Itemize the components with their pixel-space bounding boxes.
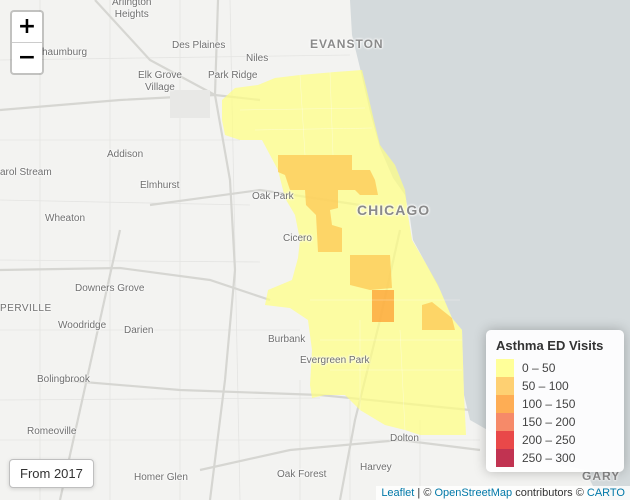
zoom-in-button[interactable]: + — [12, 12, 42, 43]
legend-row: 0 – 50 — [496, 359, 614, 377]
openstreetmap-link[interactable]: OpenStreetMap — [434, 487, 513, 499]
legend-label: 150 – 200 — [522, 415, 576, 429]
legend-swatch — [496, 413, 514, 431]
legend-label: 50 – 100 — [522, 379, 569, 393]
region-100-150 — [372, 290, 394, 322]
legend-label: 250 – 300 — [522, 451, 576, 465]
attribution-separator: | © — [414, 487, 435, 499]
time-period-label: From 2017 — [9, 459, 94, 488]
legend-label: 0 – 50 — [522, 361, 556, 375]
legend-swatch — [496, 377, 514, 395]
legend-swatch — [496, 431, 514, 449]
legend-rows: 0 – 50 50 – 100 100 – 150 150 – 200 200 – 25… — [496, 359, 614, 467]
legend-swatch — [496, 395, 514, 413]
west-side-region-50-100 — [278, 155, 378, 252]
attribution: Leaflet | © OpenStreetMap contributors ©… — [376, 486, 630, 500]
legend-title: Asthma ED Visits — [496, 338, 604, 353]
legend-swatch — [496, 449, 514, 467]
legend-label: 200 – 250 — [522, 433, 576, 447]
south-shore-region-50-100 — [422, 302, 455, 330]
zoom-control: + − — [10, 10, 44, 75]
zip-boundaries — [239, 71, 462, 431]
carto-link[interactable]: CARTO — [586, 487, 625, 499]
attribution-contributors: contributors © — [512, 487, 587, 499]
legend-row: 100 – 150 — [496, 395, 614, 413]
airport — [170, 90, 210, 118]
legend-row: 150 – 200 — [496, 413, 614, 431]
legend: Asthma ED Visits 0 – 50 50 – 100 100 – 150… — [486, 330, 624, 472]
leaflet-link[interactable]: Leaflet — [381, 487, 415, 499]
legend-row: 250 – 300 — [496, 449, 614, 467]
legend-swatch — [496, 359, 514, 377]
legend-row: 200 – 250 — [496, 431, 614, 449]
zoom-out-button[interactable]: − — [17, 45, 37, 70]
legend-row: 50 – 100 — [496, 377, 614, 395]
south-side-region-50-100 — [350, 255, 392, 290]
legend-label: 100 – 150 — [522, 397, 576, 411]
